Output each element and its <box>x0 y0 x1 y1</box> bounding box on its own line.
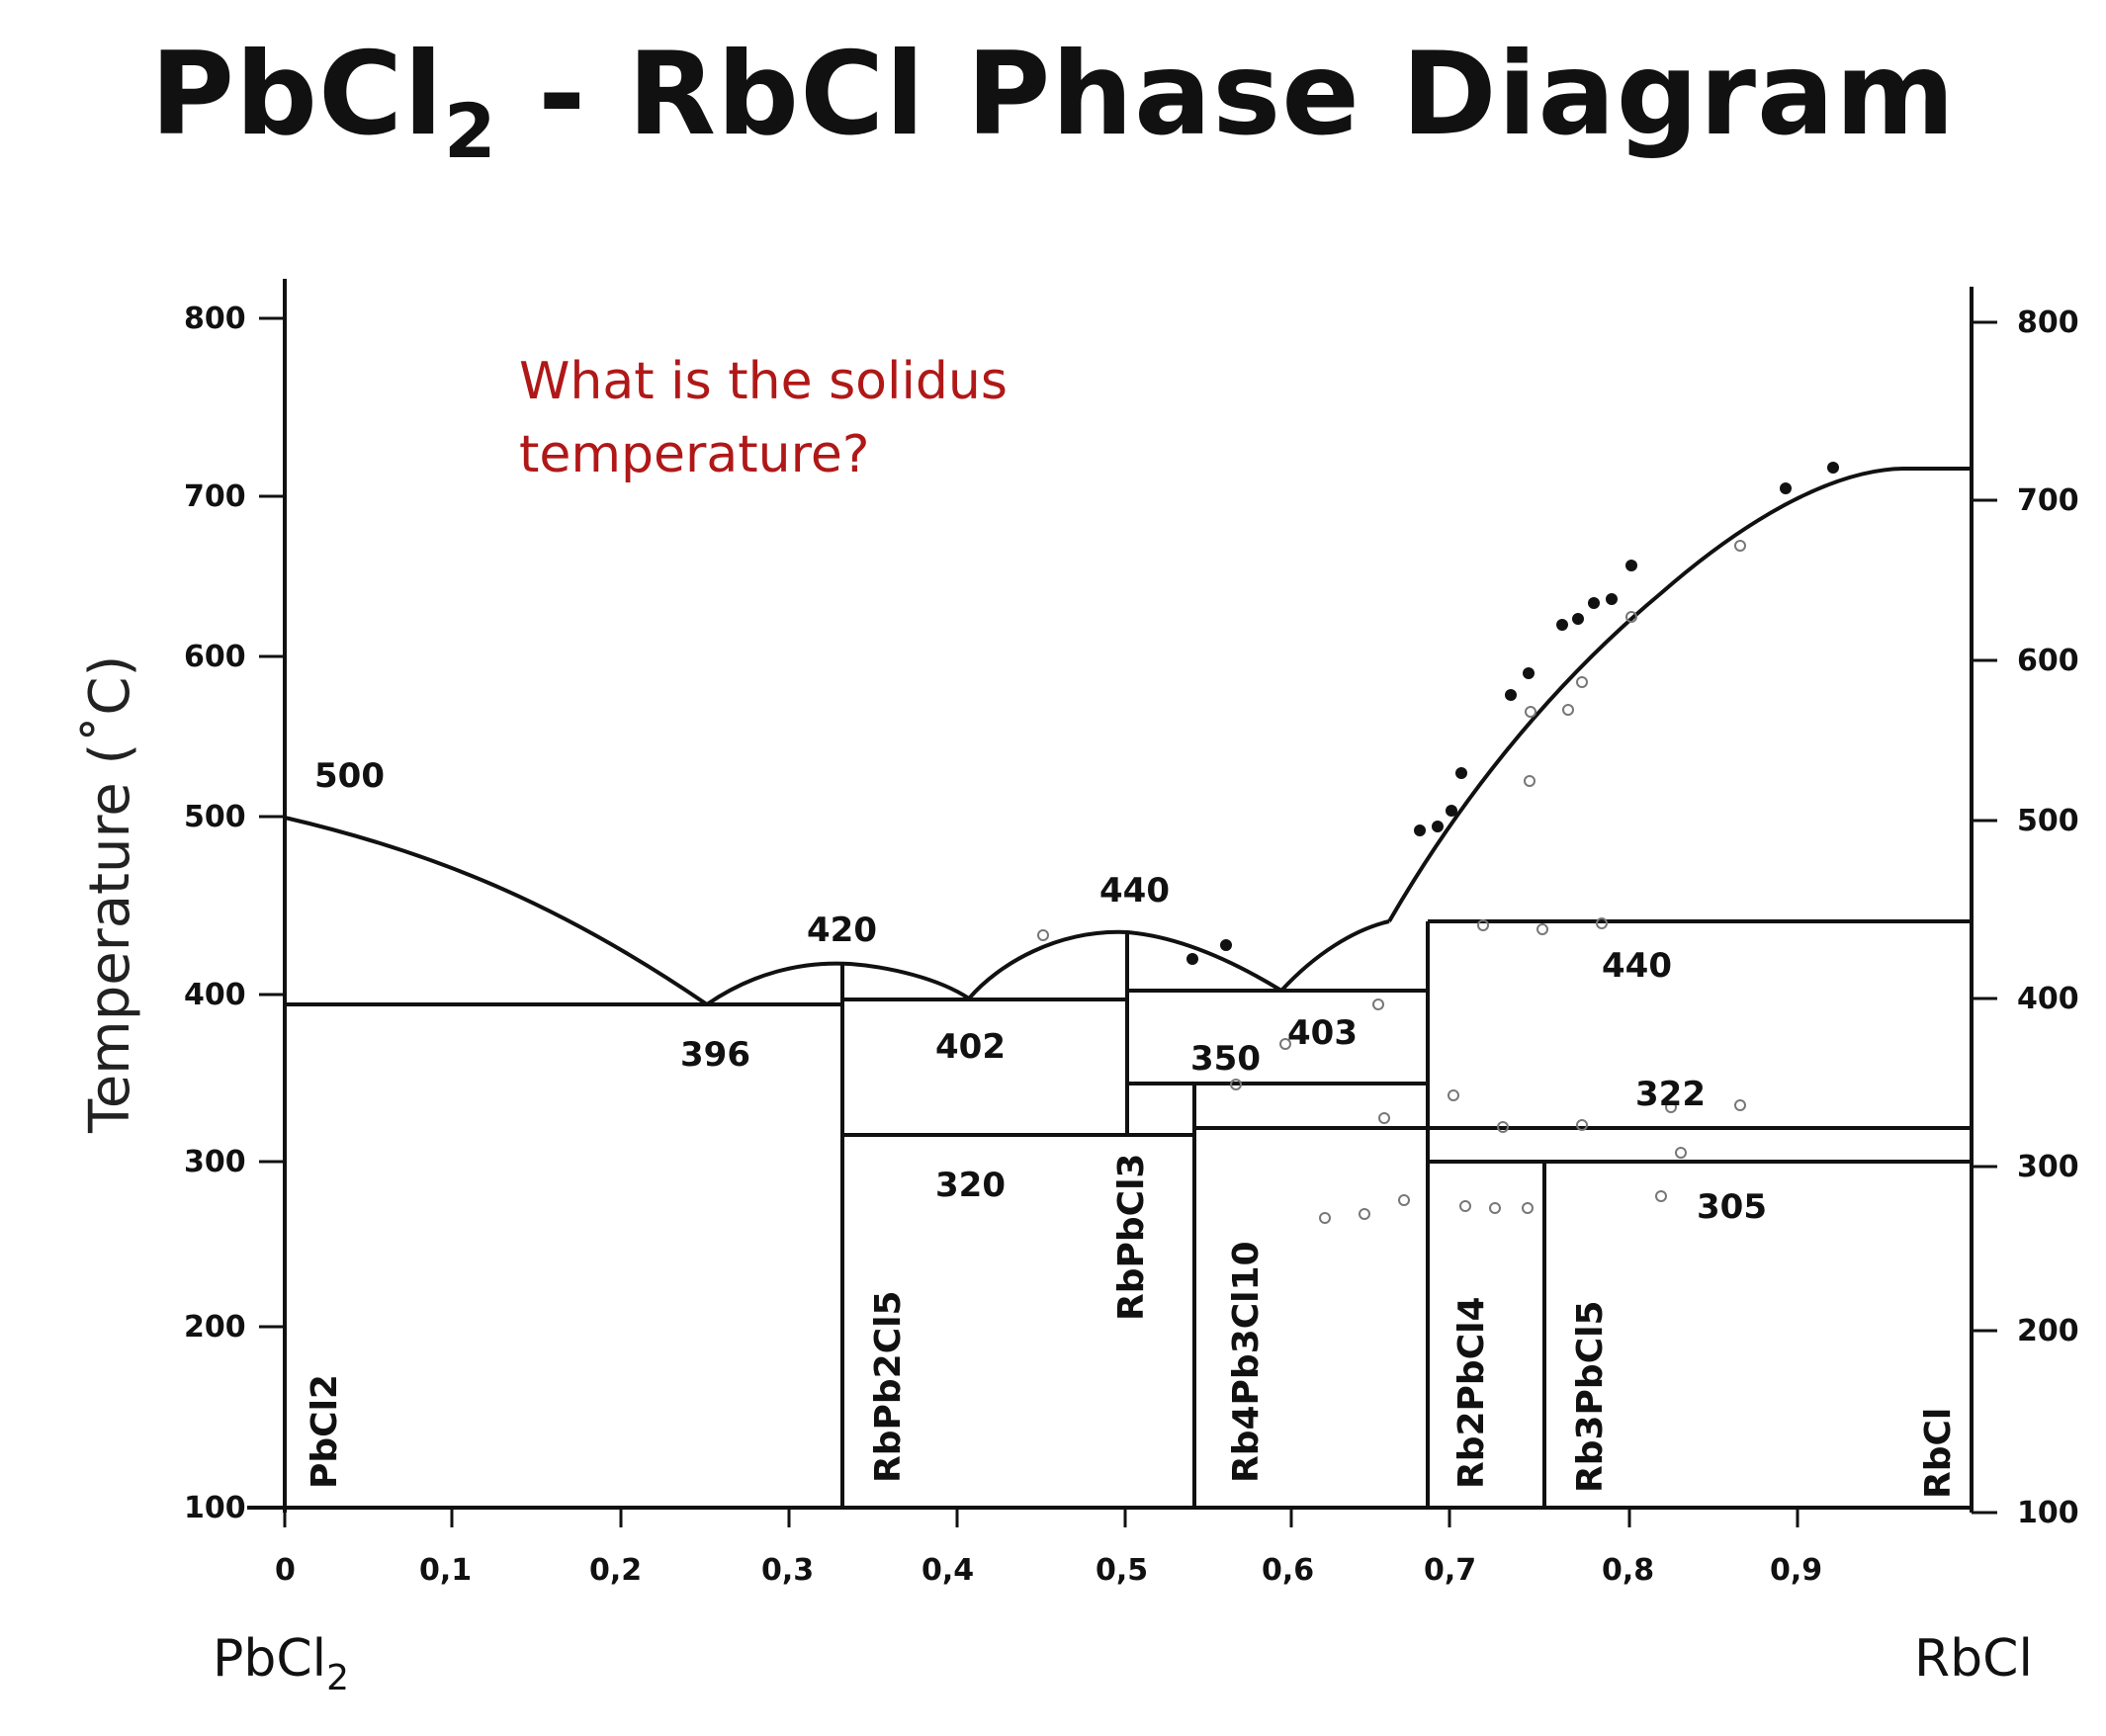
left-tick-300: 300 <box>184 1145 246 1179</box>
left-tick-500: 500 <box>184 800 246 834</box>
temp-label-322: 322 <box>1635 1075 1706 1114</box>
right-tick-500: 500 <box>2017 804 2079 838</box>
temp-label-350: 350 <box>1190 1039 1261 1079</box>
left-tick-600: 600 <box>184 640 246 674</box>
right-y-ticks <box>1972 320 1997 1515</box>
temp-label-500: 500 <box>314 756 385 796</box>
question-line-2: temperature? <box>519 425 869 484</box>
left-tick-400: 400 <box>184 978 246 1012</box>
component-right-label: RbCl <box>1914 1629 2033 1689</box>
left-tick-700: 700 <box>184 479 246 514</box>
x-ticks <box>283 1508 1799 1527</box>
y-axis-title: Temperature (˚C) <box>78 655 142 1134</box>
question-line-1: What is the solidus <box>519 352 1008 411</box>
left-y-ticks <box>259 316 285 1510</box>
temp-label-440-right: 440 <box>1602 946 1672 986</box>
experimental-points <box>1037 462 1839 1224</box>
phase-label-pbcl2: PbCl2 <box>305 1374 345 1489</box>
x-tick-0-9: 0,9 <box>1770 1553 1822 1588</box>
temp-label-402: 402 <box>935 1027 1006 1067</box>
temp-label-320: 320 <box>935 1166 1006 1205</box>
right-tick-400: 400 <box>2017 982 2079 1016</box>
left-tick-800: 800 <box>184 302 246 336</box>
phase-boundaries <box>285 919 1972 1508</box>
temp-label-440-left: 440 <box>1099 871 1170 911</box>
x-tick-0-2: 0,2 <box>589 1553 642 1588</box>
x-tick-0-5: 0,5 <box>1096 1553 1148 1588</box>
x-tick-0: 0 <box>275 1553 296 1588</box>
page-title: PbCl2 - RbCl Phase Diagram <box>149 28 1957 175</box>
right-tick-200: 200 <box>2017 1314 2079 1348</box>
temp-label-305: 305 <box>1697 1187 1767 1227</box>
right-tick-700: 700 <box>2017 483 2079 518</box>
x-tick-0-3: 0,3 <box>761 1553 814 1588</box>
right-tick-100: 100 <box>2017 1496 2079 1530</box>
component-left-label: PbCl2 <box>213 1629 349 1698</box>
x-tick-0-6: 0,6 <box>1262 1553 1314 1588</box>
x-tick-0-4: 0,4 <box>921 1553 974 1588</box>
x-tick-0-8: 0,8 <box>1602 1553 1654 1588</box>
x-tick-0-1: 0,1 <box>419 1553 472 1588</box>
phase-label-rbpbcl3: RbPbCl3 <box>1111 1154 1152 1321</box>
temp-label-403: 403 <box>1287 1013 1358 1053</box>
x-tick-0-7: 0,7 <box>1424 1553 1476 1588</box>
phase-label-rb2pbcl4: Rb2PbCl4 <box>1451 1296 1492 1489</box>
phase-label-rbcl: RbCl <box>1918 1408 1959 1499</box>
temp-label-420: 420 <box>807 911 877 950</box>
right-tick-300: 300 <box>2017 1150 2079 1184</box>
temp-label-396: 396 <box>680 1035 750 1075</box>
left-tick-200: 200 <box>184 1310 246 1345</box>
right-tick-800: 800 <box>2017 305 2079 340</box>
phase-label-rb4pb3cl10: Rb4Pb3Cl10 <box>1226 1241 1267 1483</box>
phase-label-rb3pbcl5: Rb3PbCl5 <box>1570 1300 1611 1493</box>
left-tick-100: 100 <box>184 1491 246 1525</box>
phase-label-rbpb2cl5: RbPb2Cl5 <box>868 1290 909 1483</box>
right-tick-600: 600 <box>2017 644 2079 678</box>
liquidus-curves <box>284 467 1972 1006</box>
